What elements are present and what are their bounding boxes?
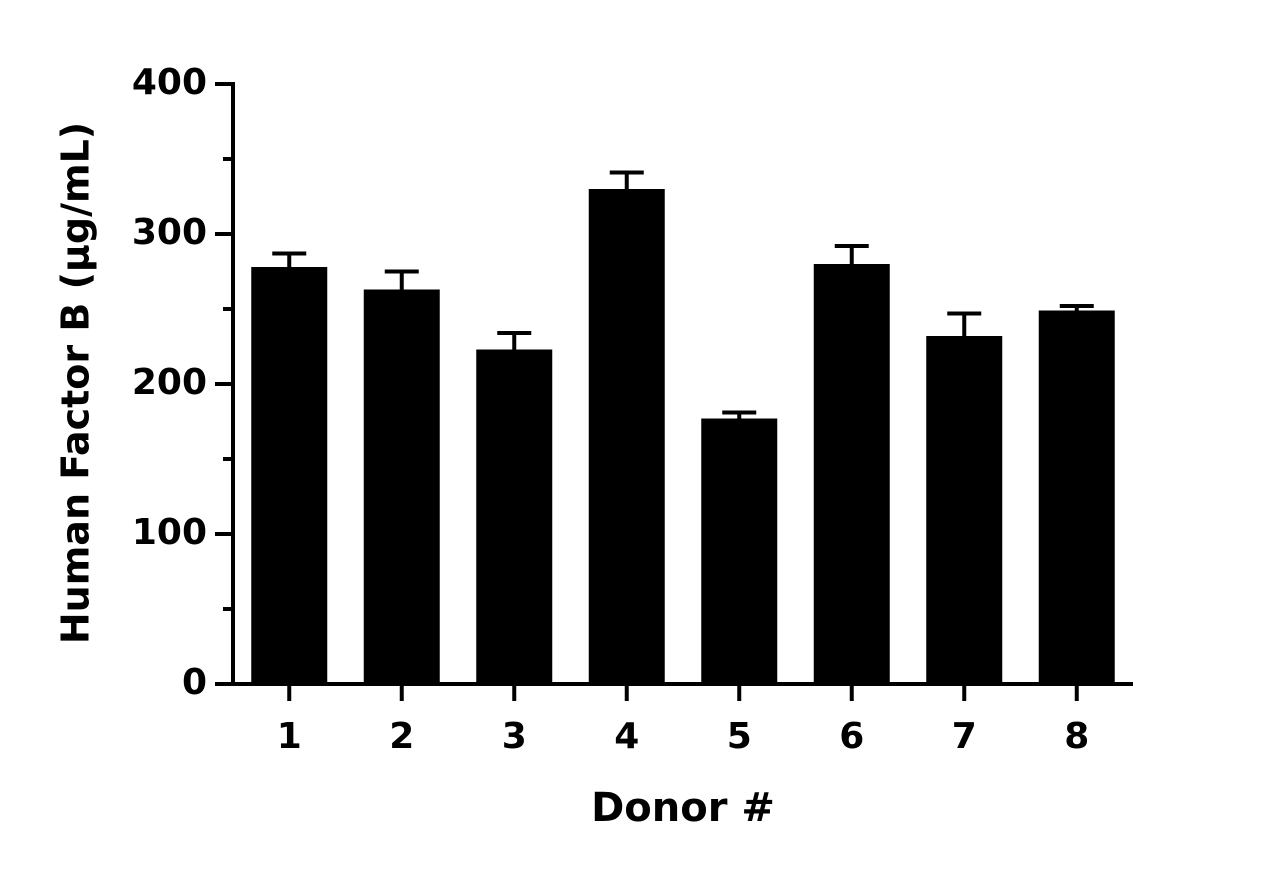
y-tick-label: 400: [132, 62, 207, 103]
x-tick-label: 1: [277, 716, 302, 757]
x-tick-label: 7: [952, 716, 977, 757]
bar: [701, 418, 778, 684]
x-tick-label: 3: [502, 716, 527, 757]
bar: [926, 336, 1003, 684]
y-tick-label: 300: [132, 212, 207, 253]
y-tick-label: 0: [182, 662, 207, 703]
bar: [476, 349, 553, 684]
x-tick-label: 2: [389, 716, 414, 757]
x-axis-title: Donor #: [591, 785, 775, 831]
bar: [363, 289, 440, 684]
y-tick-label: 100: [132, 512, 207, 553]
x-tick-label: 8: [1064, 716, 1089, 757]
x-tick-label: 6: [839, 716, 864, 757]
bar: [588, 189, 665, 684]
x-tick-label: 5: [727, 716, 752, 757]
bar: [251, 267, 328, 684]
bar: [813, 264, 890, 684]
y-tick-label: 200: [132, 362, 207, 403]
x-tick-label: 4: [614, 716, 639, 757]
y-axis-title: Human Factor B (µg/mL): [54, 122, 98, 644]
bar: [1038, 310, 1115, 684]
